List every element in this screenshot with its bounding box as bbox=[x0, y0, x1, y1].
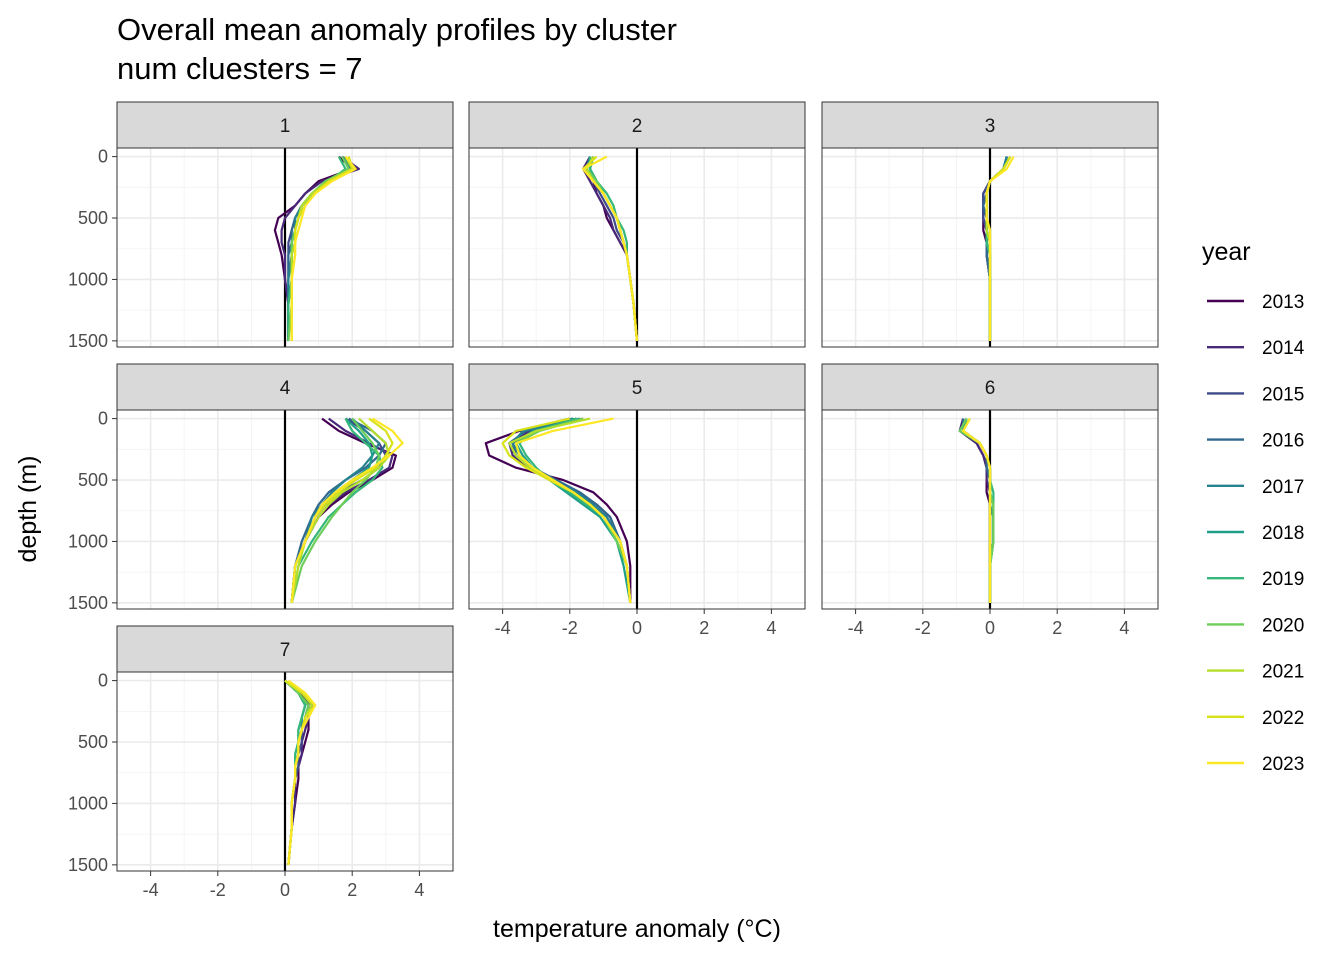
facet-strip-label: 1 bbox=[280, 116, 291, 137]
legend-label-2021: 2021 bbox=[1262, 662, 1304, 683]
y-tick-label: 1500 bbox=[68, 855, 108, 875]
y-tick-label: 1000 bbox=[68, 269, 108, 289]
series-line-2023 bbox=[582, 155, 639, 342]
x-tick-label: -2 bbox=[915, 618, 931, 638]
facet-strip-label: 3 bbox=[985, 116, 996, 137]
facet-panel-2: 2 bbox=[468, 101, 806, 348]
facet-strip-label: 5 bbox=[632, 378, 643, 399]
facet-strip-label: 6 bbox=[985, 378, 996, 399]
x-tick-label: -2 bbox=[210, 880, 226, 900]
series-line-2013 bbox=[484, 417, 632, 603]
x-tick-label: 4 bbox=[766, 618, 776, 638]
facet-strip bbox=[821, 363, 1159, 411]
x-tick-label: 4 bbox=[1119, 618, 1129, 638]
x-axis-ticks: -4 -2 0 2 4 -4 -2 0 2 4 -4 -2 0 2 4 bbox=[143, 609, 1129, 900]
facet-strip-label: 7 bbox=[280, 640, 291, 661]
y-tick-label: 500 bbox=[78, 208, 108, 228]
facet-strip bbox=[116, 625, 454, 673]
panel-border bbox=[468, 147, 806, 348]
x-tick-label: -4 bbox=[495, 618, 511, 638]
series-line-2023 bbox=[290, 417, 404, 604]
facet-panel-5: 5 bbox=[468, 363, 806, 610]
facet-panel-4: 4 0 500 1000 1500 bbox=[68, 363, 454, 613]
x-tick-label: -2 bbox=[562, 618, 578, 638]
legend: year 2013 2014 2015 2016 2017 2018 2019 2020 202… bbox=[1202, 238, 1305, 775]
x-axis-title: temperature anomaly (°C) bbox=[493, 915, 781, 943]
x-tick-label: 4 bbox=[414, 880, 424, 900]
series-line-2023 bbox=[961, 418, 992, 603]
legend-label-2020: 2020 bbox=[1262, 615, 1304, 636]
legend-label-2016: 2016 bbox=[1262, 431, 1304, 452]
facet-strip bbox=[468, 363, 806, 411]
y-tick-label: 500 bbox=[78, 470, 108, 490]
panel-border bbox=[116, 147, 454, 348]
legend-label-2022: 2022 bbox=[1262, 708, 1304, 729]
series-line-2020 bbox=[290, 417, 381, 604]
facet-strip-label: 2 bbox=[632, 116, 643, 137]
x-tick-label: 0 bbox=[280, 880, 290, 900]
facet-panel-1: 1 0 500 1000 1500 bbox=[68, 101, 454, 351]
x-tick-label: -4 bbox=[143, 880, 159, 900]
chart-title: Overall mean anomaly profiles by cluster bbox=[117, 12, 677, 47]
y-tick-label: 0 bbox=[98, 409, 108, 429]
y-tick-label: 0 bbox=[98, 147, 108, 167]
x-tick-label: -4 bbox=[848, 618, 864, 638]
facet-panel-7: 7 0 500 1000 1500 bbox=[68, 625, 454, 875]
facet-panel-6: 6 bbox=[821, 363, 1159, 610]
series-line-2023 bbox=[514, 417, 632, 604]
series-line-2023 bbox=[290, 155, 357, 341]
panel-border bbox=[821, 147, 1159, 348]
y-tick-label: 500 bbox=[78, 732, 108, 752]
facet-strip bbox=[116, 363, 454, 411]
legend-label-2013: 2013 bbox=[1262, 292, 1304, 313]
y-axis-title: depth (m) bbox=[14, 456, 42, 563]
facet-strip bbox=[821, 101, 1159, 149]
legend-label-2018: 2018 bbox=[1262, 523, 1304, 544]
legend-label-2019: 2019 bbox=[1262, 569, 1304, 590]
panel-border bbox=[116, 409, 454, 610]
x-tick-label: 0 bbox=[632, 618, 642, 638]
legend-label-2023: 2023 bbox=[1262, 754, 1304, 775]
legend-label-2015: 2015 bbox=[1262, 384, 1304, 405]
y-tick-label: 1500 bbox=[68, 331, 108, 351]
series-line-2019 bbox=[290, 418, 384, 604]
x-tick-label: 2 bbox=[1052, 618, 1062, 638]
series-line-2023 bbox=[985, 156, 1015, 341]
facet-panel-3: 3 bbox=[821, 101, 1159, 348]
y-tick-label: 1000 bbox=[68, 793, 108, 813]
legend-title: year bbox=[1202, 238, 1251, 266]
facet-strip bbox=[116, 101, 454, 149]
x-tick-label: 0 bbox=[985, 618, 995, 638]
y-tick-label: 0 bbox=[98, 671, 108, 691]
series-line-2023 bbox=[287, 679, 317, 865]
y-tick-label: 1500 bbox=[68, 593, 108, 613]
legend-label-2014: 2014 bbox=[1262, 338, 1305, 359]
x-tick-label: 2 bbox=[347, 880, 357, 900]
y-tick-label: 1000 bbox=[68, 531, 108, 551]
legend-label-2017: 2017 bbox=[1262, 477, 1304, 498]
facet-strip-label: 4 bbox=[280, 378, 291, 399]
x-tick-label: 2 bbox=[699, 618, 709, 638]
chart-subtitle: num cluesters = 7 bbox=[117, 51, 363, 86]
